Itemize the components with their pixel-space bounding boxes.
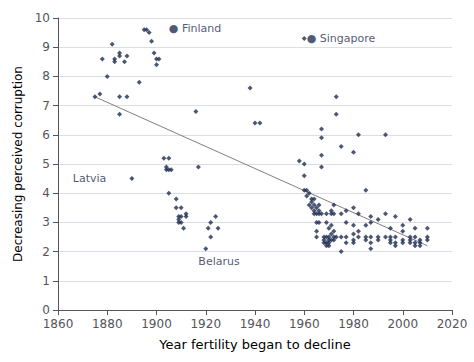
svg-text:2020: 2020: [437, 317, 468, 331]
svg-text:Latvia: Latvia: [73, 172, 107, 185]
svg-text:2000: 2000: [387, 317, 418, 331]
svg-text:3: 3: [42, 215, 50, 229]
svg-text:10: 10: [35, 11, 50, 25]
svg-text:1960: 1960: [289, 317, 320, 331]
svg-text:2: 2: [42, 245, 50, 259]
svg-text:1: 1: [42, 274, 50, 288]
svg-text:● Finland: ● Finland: [169, 22, 221, 35]
svg-text:1980: 1980: [338, 317, 369, 331]
svg-text:6: 6: [42, 128, 50, 142]
svg-text:Belarus: Belarus: [198, 255, 240, 268]
svg-text:9: 9: [42, 40, 50, 54]
svg-text:1880: 1880: [92, 317, 123, 331]
svg-text:1920: 1920: [190, 317, 221, 331]
svg-text:0: 0: [42, 303, 50, 317]
svg-text:1860: 1860: [43, 317, 74, 331]
svg-text:5: 5: [42, 157, 50, 171]
svg-text:4: 4: [42, 186, 50, 200]
svg-text:1900: 1900: [141, 317, 172, 331]
svg-text:Year fertility began to declin: Year fertility began to decline: [158, 337, 350, 352]
svg-text:1940: 1940: [240, 317, 271, 331]
svg-text:7: 7: [42, 99, 50, 113]
svg-text:Decreasing perceived corruptio: Decreasing perceived corruption: [11, 66, 25, 262]
svg-text:● Singapore: ● Singapore: [307, 32, 376, 45]
svg-text:8: 8: [42, 69, 50, 83]
